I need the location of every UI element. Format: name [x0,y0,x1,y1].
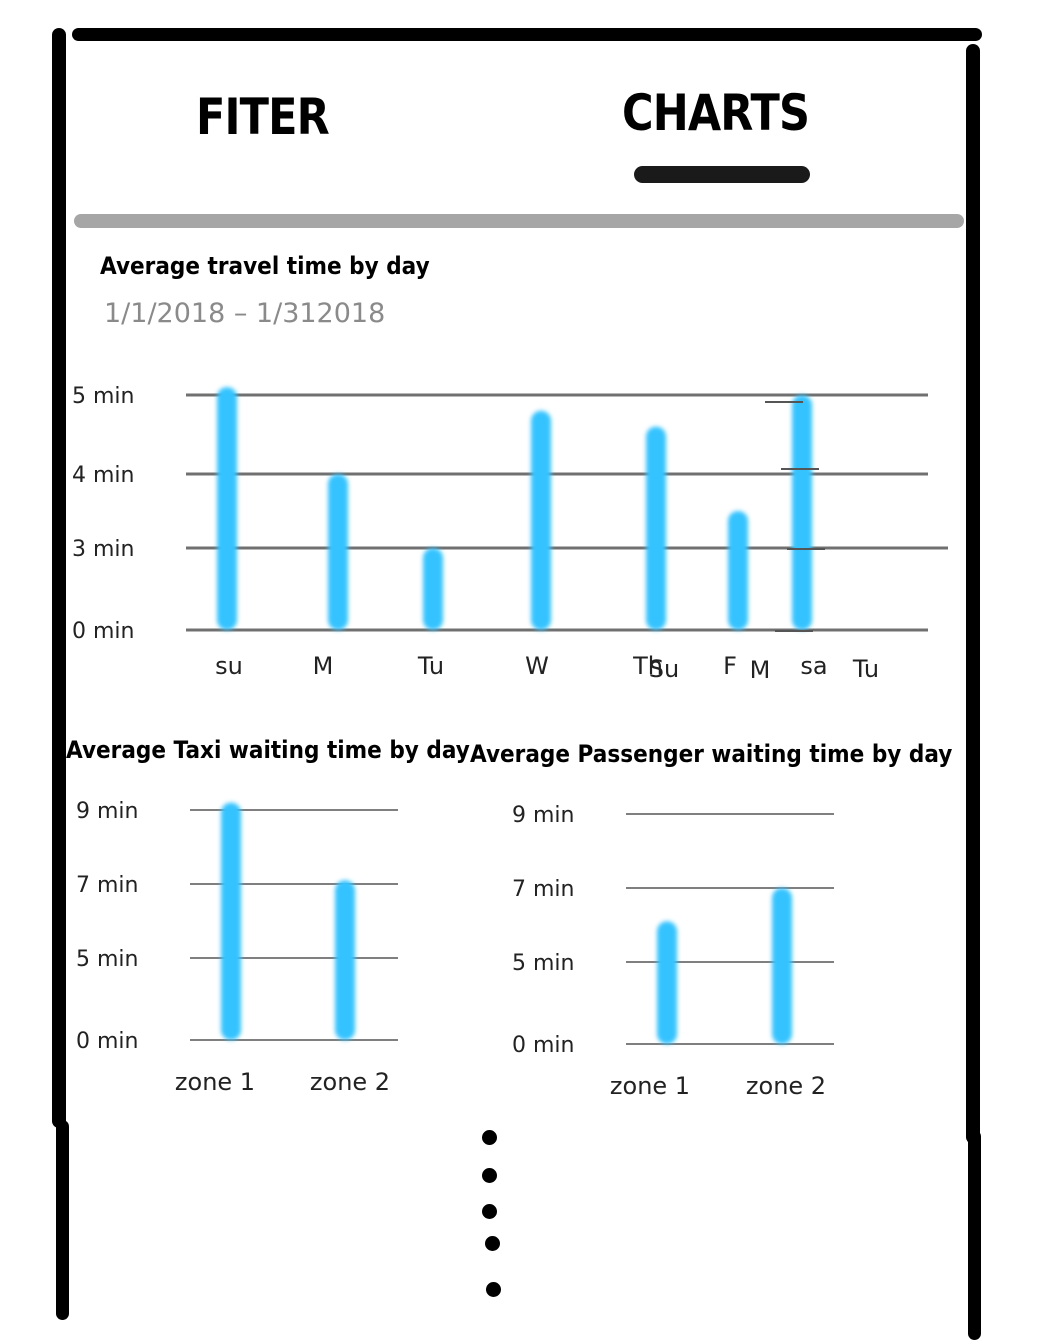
travel-bar [728,511,748,630]
taxi-y-tick-label: 7 min [76,873,138,898]
travel-bar [328,474,348,630]
taxi-bar [221,802,241,1040]
ellipsis-dot [486,1282,501,1297]
passenger-x-tick-label: zone 1 [610,1072,690,1100]
travel-bar [792,395,812,630]
passenger-y-tick-label: 0 min [512,1033,574,1058]
stray-axis-label: Tu [852,655,879,683]
travel-x-tick-label: F [723,652,737,680]
travel-x-tick-label: W [525,652,549,680]
taxi-bar [335,880,355,1040]
device-frame-left [52,28,66,1128]
passenger-bar [657,921,677,1044]
travel-bar [423,548,443,630]
passenger-x-tick-label: zone 2 [746,1072,826,1100]
taxi-y-tick-label: 9 min [76,799,138,824]
stray-axis-label: M [750,656,771,684]
travel-y-tick-label: 4 min [72,463,134,488]
taxi-x-tick-label: zone 2 [310,1068,390,1096]
passenger-y-tick-label: 5 min [512,951,574,976]
ellipsis-dot [482,1204,497,1219]
passenger-chart-title: Average Passenger waiting time by day [470,740,953,768]
taxi-chart-title: Average Taxi waiting time by day [66,736,470,764]
date-range[interactable]: 1/1/2018 – 1/312018 [104,298,386,329]
travel-chart-title: Average travel time by day [100,252,430,280]
active-tab-indicator [634,166,810,183]
travel-y-tick-label: 5 min [72,384,134,409]
travel-bar [217,387,237,630]
ellipsis-dot [485,1236,500,1251]
travel-x-tick-label: su [215,652,243,680]
travel-x-tick-label: Tu [417,652,444,680]
device-frame-top [72,28,982,41]
passenger-y-tick-label: 7 min [512,877,574,902]
travel-x-tick-label: Th [632,652,663,680]
tab-charts[interactable]: CHARTS [622,84,810,142]
passenger-bar [772,888,792,1044]
travel-bar [646,426,666,630]
ellipsis-dot [482,1130,497,1145]
travel-x-tick-label: M [313,652,334,680]
stray-axis-label: Su [649,655,679,683]
taxi-y-tick-label: 0 min [76,1029,138,1054]
passenger-y-tick-label: 9 min [512,803,574,828]
taxi-x-tick-label: zone 1 [175,1068,255,1096]
ellipsis-dot [482,1168,497,1183]
travel-y-tick-label: 0 min [72,619,134,644]
taxi-y-tick-label: 5 min [76,947,138,972]
tab-filter[interactable]: FITER [196,88,330,146]
device-frame-left-lower [56,1120,69,1320]
travel-x-tick-label: sa [800,652,827,680]
device-frame-right-lower [968,1130,981,1340]
header-divider [74,214,964,228]
travel-y-tick-label: 3 min [72,537,134,562]
device-frame-right [966,44,980,1144]
travel-bar [531,410,551,630]
